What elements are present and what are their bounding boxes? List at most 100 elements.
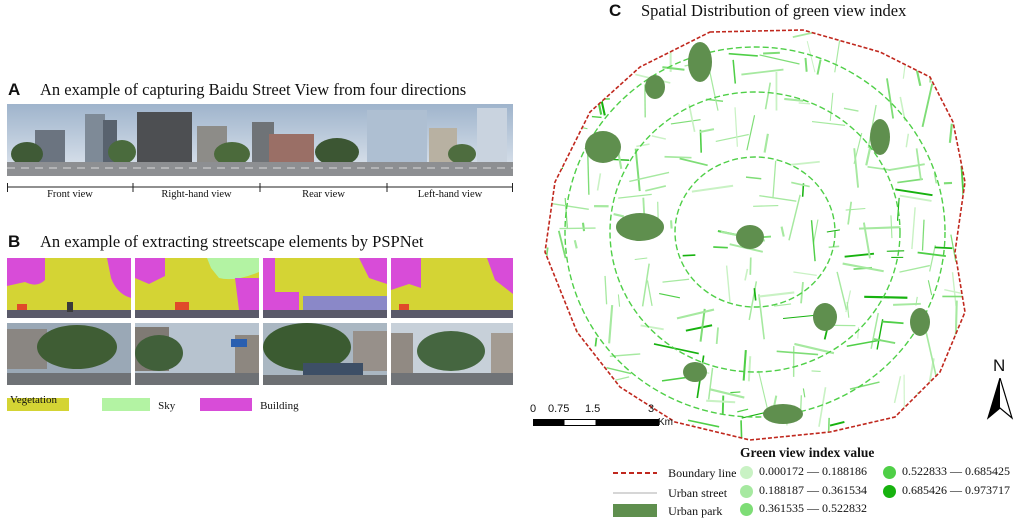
gvi-class-2-dot (740, 485, 753, 498)
street-segment (665, 157, 692, 158)
green-view-map (535, 22, 985, 442)
urban-park-patch (763, 404, 803, 424)
segmentation-tile-left (391, 258, 513, 318)
urban-park-patch (585, 131, 621, 163)
urban-park-icon (613, 504, 657, 517)
street-segment (753, 206, 778, 207)
boundary-line-icon (613, 469, 657, 477)
street-segment (871, 313, 878, 349)
street-segment (605, 24, 649, 29)
street-segment (737, 409, 748, 412)
street-segment (799, 103, 810, 104)
street-segment (561, 41, 590, 44)
street-segment (843, 264, 884, 272)
gvi-class-1-label: 0.000172 — 0.188186 (759, 464, 867, 478)
street-segment (955, 381, 961, 421)
street-segment (896, 433, 918, 437)
street-segment (948, 359, 966, 363)
street-segment (692, 186, 733, 192)
street-segment (716, 134, 749, 141)
urban-park-patch (688, 42, 712, 82)
street-segment (837, 272, 846, 310)
north-arrow: N (984, 356, 1016, 422)
street-segment (662, 67, 684, 70)
street-segment (813, 220, 817, 244)
street-segment (790, 162, 820, 165)
street-photos (7, 323, 513, 385)
street-segment (773, 161, 776, 198)
building-label: Building (260, 400, 299, 412)
street-segment (730, 392, 740, 393)
street-segment (700, 129, 714, 132)
street-segment (941, 90, 973, 96)
street-segment (819, 387, 826, 427)
urban-park-patch (616, 213, 664, 241)
segmentation-tile-rear (263, 258, 387, 318)
segmentation-row (7, 258, 513, 318)
street-segment (850, 382, 880, 389)
street-segment (727, 266, 730, 302)
street-segment (930, 66, 931, 82)
scale-tick-15: 1.5 (585, 403, 600, 415)
panel-b-title: An example of extracting streetscape ele… (40, 232, 424, 252)
street-segment (891, 215, 892, 238)
legend-vegetation: Vegetation (7, 394, 69, 413)
street-segment (744, 350, 746, 381)
street-segment (882, 322, 903, 324)
street-segment (555, 49, 581, 53)
street-segment (812, 122, 845, 126)
street-segment (583, 223, 584, 231)
segmentation-maps (7, 258, 513, 318)
photo-right (135, 323, 259, 385)
street-segment (807, 41, 815, 72)
street-segment (569, 68, 571, 78)
street-segment (680, 158, 708, 165)
street-segment (900, 196, 932, 201)
street-segment (563, 31, 581, 35)
street-segment (547, 99, 554, 143)
street-segment (700, 130, 701, 153)
panel-b-letter: B (8, 232, 20, 252)
street-segment (893, 304, 921, 305)
street-segment (848, 202, 851, 225)
street-segment (671, 120, 701, 124)
gvi-class-5: 0.685426 — 0.973717 (883, 483, 1010, 498)
rear-view-label: Rear view (260, 189, 387, 200)
street-segment (847, 340, 881, 346)
street-segment (618, 50, 637, 53)
street-segment (598, 173, 601, 190)
scale-bar-graphic (533, 419, 659, 427)
street-segment (645, 186, 666, 191)
legend-title: Green view index value (740, 445, 874, 461)
street-segment (777, 351, 818, 354)
street-segment (614, 214, 624, 216)
street-segment (592, 117, 602, 118)
front-view-label: Front view (7, 189, 133, 200)
street-segment (565, 124, 588, 129)
street-segment (733, 438, 738, 442)
panel-a-letter: A (8, 80, 20, 100)
street-segment (940, 424, 944, 442)
street-segment (844, 108, 858, 111)
green-view-map-svg (535, 22, 985, 442)
street-segment (689, 104, 695, 132)
street-segment (683, 255, 696, 256)
street-segment (953, 23, 956, 43)
street-segment (597, 84, 598, 96)
street-segment (946, 379, 985, 384)
street-segment (605, 276, 607, 304)
street-segment (618, 294, 619, 306)
street-segment (964, 133, 968, 171)
street-segment (713, 247, 728, 248)
right-hand-view-label: Right-hand view (133, 189, 260, 200)
panorama-image (7, 104, 513, 176)
gvi-class-2: 0.188187 — 0.361534 (740, 483, 867, 498)
scale-unit: Km (658, 417, 673, 428)
street-segment (677, 310, 714, 319)
segmentation-tile-right (135, 258, 259, 318)
pspnet-legend: Vegetation Sky Building (7, 392, 513, 410)
street-segment (609, 305, 612, 343)
street-segment (784, 99, 803, 101)
street-segment (766, 83, 771, 110)
boundary-label: Boundary line (668, 466, 736, 480)
